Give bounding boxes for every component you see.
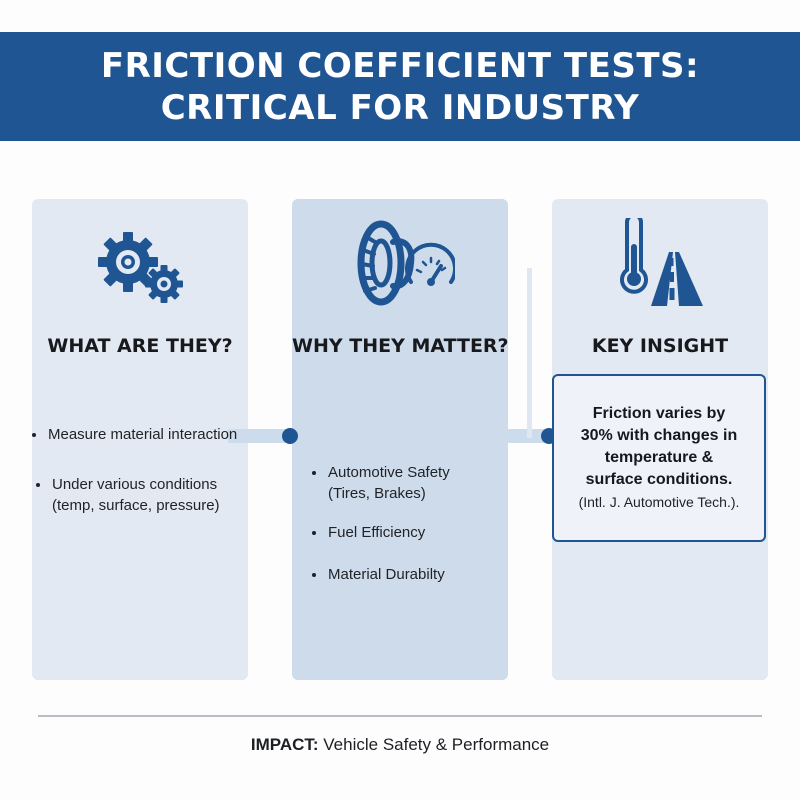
list-item: Under various conditions (temp, surface,… [36,474,246,516]
insight-line: 30% with changes in [580,427,738,444]
impact-label: IMPACT: [250,735,319,754]
tire-gauge-icon [357,220,455,306]
column-heading: WHY THEY MATTER? [292,335,509,357]
connector-riser [527,268,532,438]
insight-source: (Intl. J. Automotive Tech.). [578,494,740,510]
list-item: Automotive Safety (Tires, Brakes) [312,462,502,504]
title-banner: FRICTION COEFFICIENT TESTS: CRITICAL FOR… [0,32,800,141]
connector-line-1 [228,429,292,443]
bullet-dot [36,483,40,487]
bullet-dot [312,531,316,535]
bullet-dot [32,433,36,437]
insight-line: temperature & [604,449,714,466]
impact-text: Vehicle Safety & Performance [318,735,550,754]
column-heading: KEY INSIGHT [591,335,729,357]
insight-line: Friction varies by [592,405,726,422]
thermometer-road-icon [620,218,703,306]
insight-line: surface conditions. [585,471,733,488]
list-item: Fuel Efficiency [312,522,502,543]
title-line-1: FRICTION COEFFICIENT TESTS: [100,45,700,86]
impact-footer: IMPACT: Vehicle Safety & Performance [0,735,800,755]
list-item: Measure material interaction [32,424,262,445]
key-insight-box: Friction varies by 30% with changes in t… [552,374,766,542]
title-line-2: CRITICAL FOR INDUSTRY [160,87,640,128]
list-item: Material Durabilty [312,564,502,585]
column-heading: WHAT ARE THEY? [47,335,233,357]
gears-icon [98,232,183,303]
bullet-dot [312,471,316,475]
bullet-dot [312,573,316,577]
connector-node-1 [282,428,298,444]
footer-divider [38,715,762,717]
